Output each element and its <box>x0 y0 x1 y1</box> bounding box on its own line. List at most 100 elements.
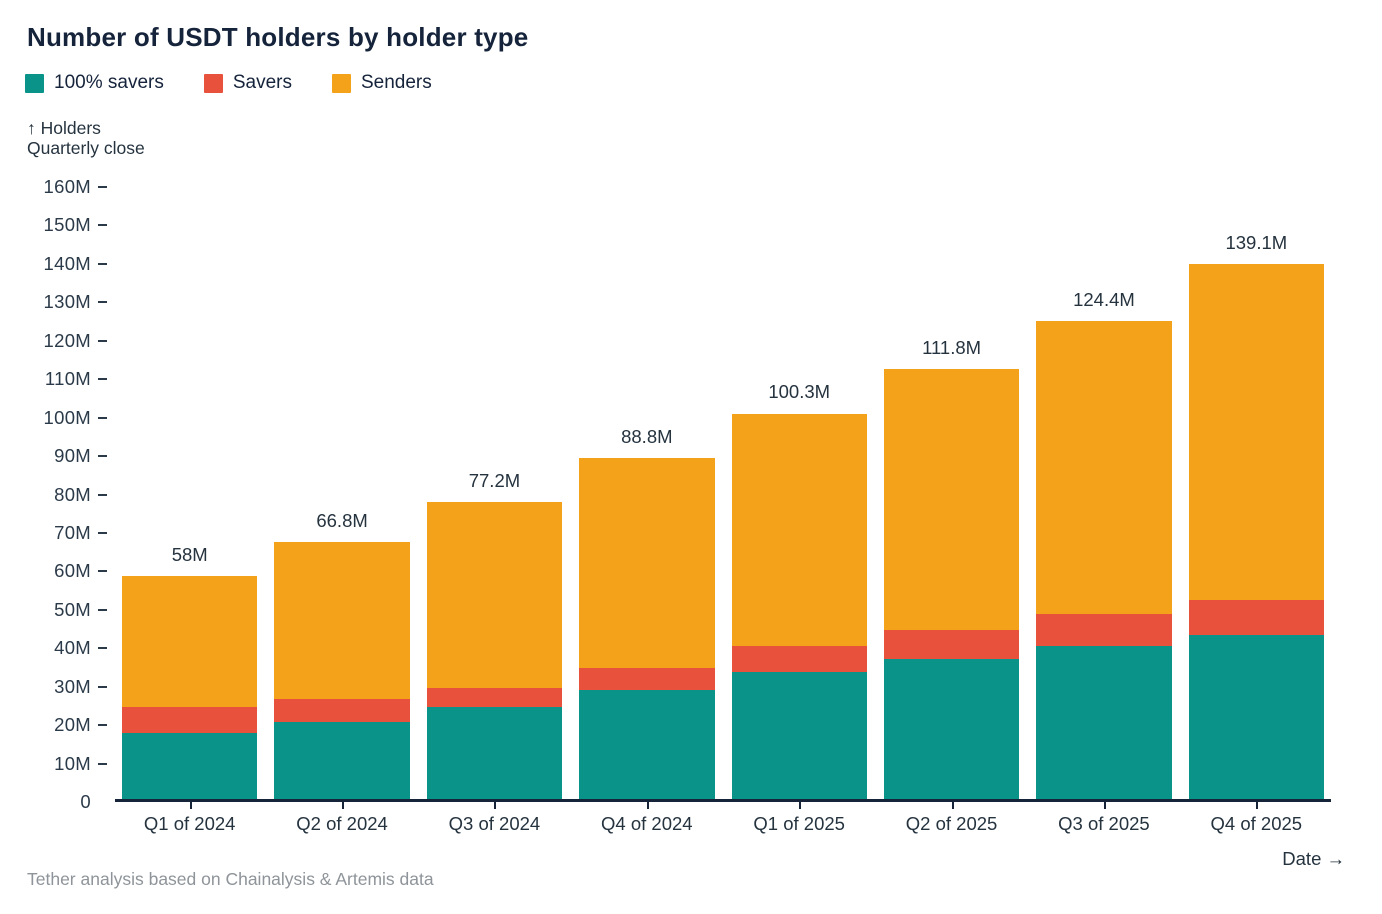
y-tick-mark-icon <box>98 224 107 227</box>
segment-100-savers <box>579 690 715 799</box>
y-axis-title-line1: ↑ Holders <box>27 118 101 138</box>
segment-100-savers <box>426 706 563 799</box>
legend-label-100-savers: 100% savers <box>54 72 164 93</box>
bar-total-label: 111.8M <box>922 337 982 359</box>
y-tick-20M: 20M <box>0 714 107 736</box>
y-tick-130M: 130M <box>0 291 107 313</box>
y-tick-150M: 150M <box>0 214 107 236</box>
segment-savers <box>426 687 563 707</box>
y-tick-label: 20M <box>54 714 91 736</box>
y-tick-mark-icon <box>98 762 107 765</box>
segment-savers <box>883 629 1020 659</box>
segment-100-savers <box>731 671 867 799</box>
segment-100-savers <box>1188 634 1324 799</box>
y-tick-mark-icon <box>98 186 107 188</box>
y-axis: 0 10M 20M 30M 40M 50M 60M 70M 80M 90M 100M 110M 120M… <box>0 176 107 812</box>
x-tick-mark-icon <box>1103 802 1106 809</box>
legend-swatch-savers-icon <box>203 73 223 93</box>
y-tick-mark-icon <box>98 570 107 573</box>
plot-area: 58M Q1 of 2024 66.8M Q2 of 2024 77.2M Q3 of 2… <box>115 187 1331 834</box>
y-tick-label: 70M <box>54 521 91 543</box>
page-title: Number of USDT holders by holder type <box>27 22 529 52</box>
x-label-q3-of-2025: Q3 of 2025 <box>1058 813 1150 834</box>
x-label-q1-of-2025: Q1 of 2025 <box>753 813 845 834</box>
y-axis-title: ↑ Holders Quarterly close <box>27 118 145 158</box>
y-tick-10M: 10M <box>0 753 107 775</box>
bar-stack <box>1188 264 1324 799</box>
y-tick-label: 0 <box>80 791 91 812</box>
y-tick-label: 130M <box>43 291 91 313</box>
x-label-q2-of-2025: Q2 of 2025 <box>905 813 998 834</box>
segment-senders <box>426 502 563 688</box>
segment-savers <box>1188 599 1324 635</box>
y-tick-label: 40M <box>54 637 91 659</box>
segment-senders <box>883 369 1020 630</box>
x-tick-mark-icon <box>799 802 802 809</box>
y-tick-label: 140M <box>43 252 91 274</box>
bar-q2-of-2024: 66.8M Q2 of 2024 <box>274 187 410 834</box>
y-tick-90M: 90M <box>0 445 107 467</box>
y-tick-60M: 60M <box>0 560 107 582</box>
bar-total-label: 58M <box>171 544 208 566</box>
y-tick-label: 160M <box>43 176 91 197</box>
segment-savers <box>1036 614 1172 646</box>
y-tick-70M: 70M <box>0 522 107 544</box>
y-tick-mark-icon <box>98 455 107 458</box>
segment-100-savers <box>883 658 1020 799</box>
legend-label-savers: Savers <box>232 72 292 93</box>
segment-100-savers <box>1036 645 1172 799</box>
x-label-q4-of-2024: Q4 of 2024 <box>601 813 693 834</box>
segment-senders <box>1188 264 1324 600</box>
bar-q4-of-2024: 88.8M Q4 of 2024 <box>579 187 715 834</box>
y-tick-label: 80M <box>54 483 91 505</box>
y-tick-50M: 50M <box>0 599 107 621</box>
y-tick-160M: 160M <box>0 176 107 198</box>
bar-total-label: 88.8M <box>621 425 673 447</box>
x-label-q1-of-2024: Q1 of 2024 <box>143 813 236 834</box>
x-tick-mark-icon <box>951 802 954 809</box>
x-tick-mark-icon <box>494 802 497 809</box>
y-tick-110M: 110M <box>0 368 107 390</box>
x-label-q2-of-2024: Q2 of 2024 <box>296 813 388 834</box>
bar-stack <box>1036 320 1172 799</box>
legend-swatch-senders-icon <box>331 73 351 93</box>
bar-q1-of-2024: 58M Q1 of 2024 <box>122 187 258 834</box>
segment-senders <box>122 576 258 707</box>
legend-item-senders: Senders <box>331 72 432 94</box>
source-note: Tether analysis based on Chainalysis & A… <box>27 869 434 889</box>
bar-stack <box>426 502 563 799</box>
bar-stack <box>274 542 410 799</box>
segment-senders <box>579 457 715 668</box>
x-tick-mark-icon <box>646 802 649 809</box>
legend-item-savers: Savers <box>203 72 292 94</box>
segment-senders <box>274 542 410 700</box>
bar-stack <box>883 369 1020 799</box>
y-tick-120M: 120M <box>0 330 107 352</box>
segment-savers <box>122 706 258 733</box>
y-tick-mark-icon <box>98 531 107 534</box>
bar-q4-of-2025: 139.1M Q4 of 2025 <box>1188 187 1324 834</box>
legend: 100% savers Savers Senders <box>25 72 472 94</box>
y-tick-140M: 140M <box>0 253 107 275</box>
y-tick-mark-icon <box>98 493 107 496</box>
segment-savers <box>731 645 867 672</box>
y-tick-40M: 40M <box>0 637 107 659</box>
bar-total-label: 124.4M <box>1073 288 1135 310</box>
segment-100-savers <box>122 732 258 799</box>
y-tick-label: 90M <box>54 445 91 467</box>
y-tick-mark-icon <box>98 301 107 304</box>
y-tick-mark-icon <box>98 647 107 650</box>
x-tick-mark-icon <box>342 802 345 809</box>
bar-stack <box>122 576 258 799</box>
y-tick-mark-icon <box>98 378 107 381</box>
legend-label-senders: Senders <box>360 72 432 93</box>
x-tick-mark-icon <box>1256 802 1259 809</box>
y-tick-mark-icon <box>98 608 107 611</box>
y-tick-label: 50M <box>54 598 91 620</box>
segment-senders <box>1036 320 1172 615</box>
bar-q2-of-2025: 111.8M Q2 of 2025 <box>883 187 1020 834</box>
bar-stack <box>579 457 715 799</box>
x-label-q4-of-2025: Q4 of 2025 <box>1210 813 1303 834</box>
x-tick-mark-icon <box>189 802 192 809</box>
bar-q3-of-2025: 124.4M Q3 of 2025 <box>1036 187 1172 834</box>
